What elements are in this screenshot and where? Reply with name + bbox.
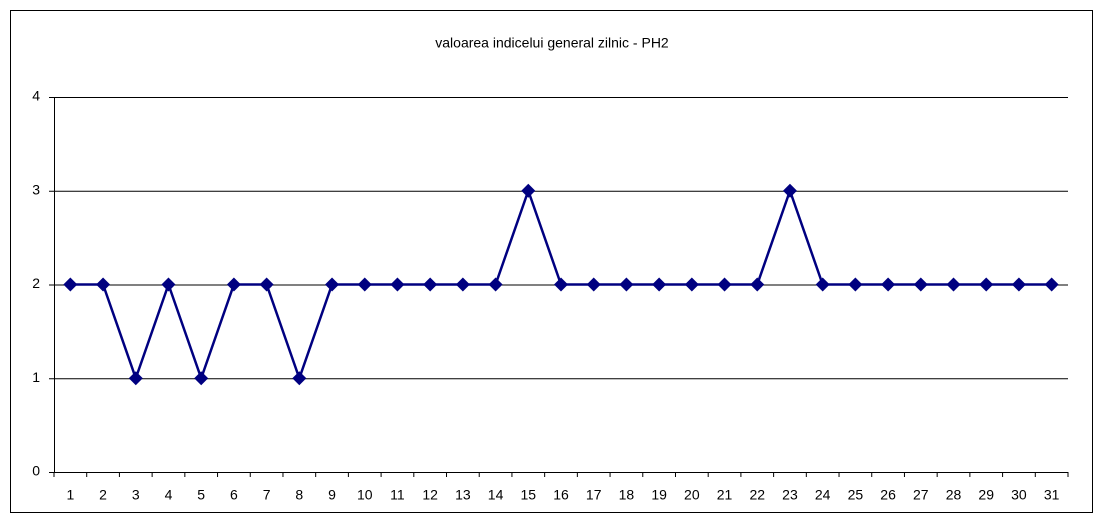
marker [684, 277, 699, 292]
marker [782, 183, 797, 198]
x-tick-label: 22 [749, 487, 765, 503]
marker [357, 277, 372, 292]
x-tick-label: 23 [782, 487, 798, 503]
x-tick-label: 13 [455, 487, 471, 503]
x-tick-label: 15 [521, 487, 537, 503]
x-tick-label: 21 [717, 487, 733, 503]
x-tick-label: 16 [553, 487, 569, 503]
marker [128, 371, 143, 386]
marker [259, 277, 274, 292]
marker [750, 277, 765, 292]
x-tick-label: 3 [132, 487, 140, 503]
marker [586, 277, 601, 292]
x-tick-label: 31 [1044, 487, 1060, 503]
marker [455, 277, 470, 292]
x-tick-label: 10 [357, 487, 373, 503]
marker [717, 277, 732, 292]
x-tick-label: 28 [946, 487, 962, 503]
marker [815, 277, 830, 292]
y-tick-label: 3 [32, 181, 40, 197]
x-tick-label: 27 [913, 487, 929, 503]
x-tick-label: 9 [328, 487, 336, 503]
marker [1044, 277, 1059, 292]
marker [63, 277, 78, 292]
y-tick-label: 2 [32, 275, 40, 291]
marker [325, 277, 340, 292]
marker [96, 277, 111, 292]
marker [652, 277, 667, 292]
marker [488, 277, 503, 292]
x-tick-label: 30 [1011, 487, 1027, 503]
x-tick-label: 6 [230, 487, 238, 503]
x-tick-label: 11 [390, 487, 405, 503]
y-tick-label: 4 [32, 88, 40, 104]
marker [848, 277, 863, 292]
marker [292, 371, 307, 386]
marker [226, 277, 241, 292]
marker [881, 277, 896, 292]
x-tick-label: 1 [66, 487, 74, 503]
marker [521, 183, 536, 198]
x-tick-label: 2 [99, 487, 107, 503]
marker [979, 277, 994, 292]
x-tick-label: 24 [815, 487, 831, 503]
x-tick-label: 17 [586, 487, 602, 503]
x-tick-label: 26 [880, 487, 896, 503]
x-tick-label: 18 [619, 487, 635, 503]
marker [1011, 277, 1026, 292]
y-tick-label: 0 [32, 463, 40, 479]
x-tick-label: 8 [295, 487, 303, 503]
marker [619, 277, 634, 292]
x-tick-label: 12 [422, 487, 438, 503]
marker [390, 277, 405, 292]
x-tick-label: 4 [165, 487, 173, 503]
x-tick-label: 25 [848, 487, 864, 503]
x-tick-label: 20 [684, 487, 700, 503]
y-tick-label: 1 [32, 369, 40, 385]
x-tick-label: 7 [263, 487, 271, 503]
marker [554, 277, 568, 292]
marker [423, 277, 438, 292]
x-tick-label: 29 [978, 487, 994, 503]
marker [161, 277, 176, 292]
x-tick-label: 14 [488, 487, 504, 503]
chart-border [10, 10, 1093, 513]
x-tick-label: 5 [197, 487, 205, 503]
chart-title: valoarea indicelui general zilnic - PH2 [435, 35, 669, 51]
x-tick-label: 19 [651, 487, 667, 503]
marker [194, 371, 209, 386]
marker [913, 277, 928, 292]
marker [946, 277, 961, 292]
